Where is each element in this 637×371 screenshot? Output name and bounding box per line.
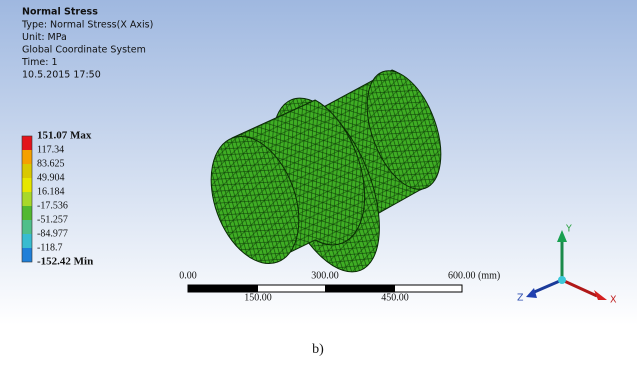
caption: b) — [312, 342, 324, 357]
axis-label: X — [610, 295, 617, 306]
legend-label: -118.7 — [37, 242, 62, 253]
axis-label: Z — [517, 293, 524, 304]
result-info: Time: 1 — [21, 57, 58, 68]
legend-color — [22, 220, 32, 234]
legend-label: -17.536 — [37, 200, 68, 211]
legend-color — [22, 248, 32, 262]
scale-label: 150.00 — [244, 292, 272, 303]
result-info: Global Coordinate System — [22, 45, 146, 56]
scale-label: 600.00 (mm) — [448, 270, 500, 281]
legend-label: -51.257 — [37, 214, 68, 225]
page: Normal Stress Type: Normal Stress(X Axis… — [0, 0, 637, 371]
legend-label: -84.977 — [37, 228, 68, 239]
axis-label: Y — [565, 224, 572, 235]
scale-label: 300.00 — [311, 270, 339, 281]
result-info: Type: Normal Stress(X Axis) — [21, 20, 153, 31]
result-info: Unit: MPa — [22, 32, 67, 43]
legend-label: 83.625 — [37, 158, 65, 169]
legend-label: 151.07 Max — [37, 130, 92, 142]
scale-label: 450.00 — [381, 292, 409, 303]
result-info: 10.5.2015 17:50 — [22, 70, 101, 81]
legend-color — [22, 164, 32, 178]
legend-color — [22, 136, 32, 150]
legend-color — [22, 206, 32, 220]
legend-label: 49.904 — [37, 172, 65, 183]
result-title: Normal Stress — [22, 7, 98, 18]
legend-color — [22, 234, 32, 248]
legend-color — [22, 150, 32, 164]
scale-label: 0.00 — [179, 270, 197, 281]
legend-label: -152.42 Min — [37, 256, 93, 268]
screenshot: Normal Stress Type: Normal Stress(X Axis… — [0, 0, 637, 371]
legend-label: 16.184 — [37, 186, 65, 197]
legend-color — [22, 192, 32, 206]
legend-color — [22, 178, 32, 192]
legend-label: 117.34 — [37, 144, 64, 155]
